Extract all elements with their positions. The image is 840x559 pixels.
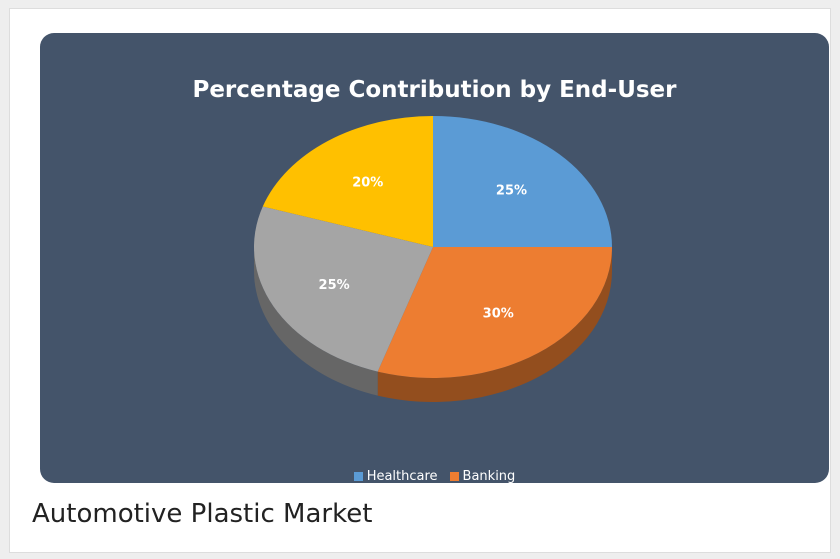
legend-swatch xyxy=(353,472,363,481)
pie-slice-3 xyxy=(253,206,433,372)
pie-data-label: 20% xyxy=(352,175,383,190)
pie-slice-side xyxy=(377,247,612,402)
pie-chart: 25% 30% 25% 20% xyxy=(253,116,612,402)
chart-panel: Percentage Contribution by End-User 25% 3… xyxy=(40,33,829,483)
pie-data-label: 25% xyxy=(496,184,527,199)
chart-title: Percentage Contribution by End-User xyxy=(192,77,677,103)
legend-item-banking: Banking xyxy=(449,469,516,483)
pie-slice-4 xyxy=(262,116,433,247)
pie-slice-1 xyxy=(433,116,612,247)
legend-label: Healthcare xyxy=(366,469,438,483)
figure-caption: Automotive Plastic Market xyxy=(32,499,373,529)
legend-swatch xyxy=(449,472,459,481)
legend-item-healthcare: Healthcare xyxy=(353,469,438,483)
figure-card: Percentage Contribution by End-User 25% 3… xyxy=(9,8,831,553)
chart-legend: Healthcare Banking xyxy=(40,469,829,483)
legend-label: Banking xyxy=(462,469,516,483)
pie-data-label: 30% xyxy=(483,307,514,322)
pie-slice-2 xyxy=(377,247,612,379)
pie-data-label: 25% xyxy=(319,278,350,293)
pie-slice-side xyxy=(254,247,378,396)
